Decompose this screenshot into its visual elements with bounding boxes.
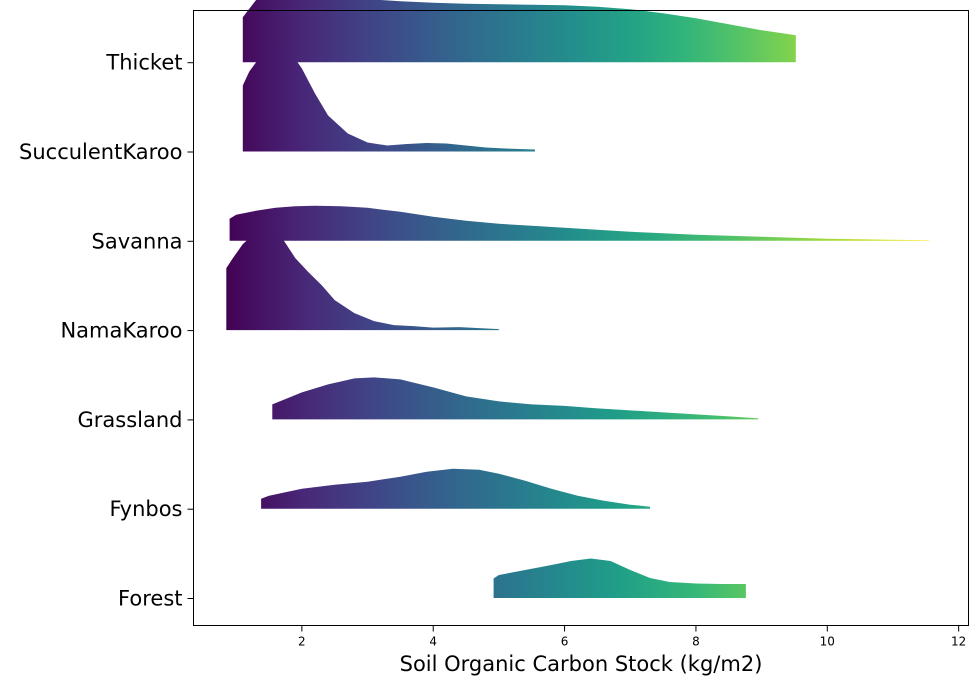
y-tick-label-savanna: Savanna — [92, 229, 183, 253]
y-tick-label-grassland: Grassland — [78, 408, 183, 432]
x-tick-label-6: 6 — [561, 635, 569, 649]
y-tick-label-fynbos: Fynbos — [109, 497, 182, 521]
x-tick-label-8: 8 — [692, 635, 700, 649]
ridge-forest — [493, 558, 746, 598]
ridge-grassland — [272, 377, 759, 420]
y-tick-label-forest: Forest — [118, 587, 182, 611]
ridge-fynbos — [261, 468, 650, 509]
x-tick-label-4: 4 — [429, 635, 437, 649]
y-tick-label-succulentkaroo: SucculentKaroo — [19, 140, 182, 164]
ridge-savanna — [229, 205, 930, 241]
x-tick-label-2: 2 — [298, 635, 306, 649]
ridge-namakaroo — [226, 227, 499, 331]
ridge-succulentkaroo — [242, 43, 536, 152]
ridges-group — [226, 0, 930, 598]
plot-frame — [193, 10, 969, 626]
y-tick-label-namakaroo: NamaKaroo — [60, 319, 182, 343]
x-tick-label-12: 12 — [951, 635, 966, 649]
x-tick-label-10: 10 — [820, 635, 835, 649]
y-tick-label-thicket: Thicket — [105, 51, 182, 75]
x-axis-label: Soil Organic Carbon Stock (kg/m2) — [400, 652, 763, 676]
y-axis: Forest Fynbos Grassland NamaKaroo Savanna Suc… — [19, 51, 194, 611]
ridge-thicket — [242, 0, 796, 63]
x-axis: 2 4 6 8 10 12 — [298, 625, 966, 649]
